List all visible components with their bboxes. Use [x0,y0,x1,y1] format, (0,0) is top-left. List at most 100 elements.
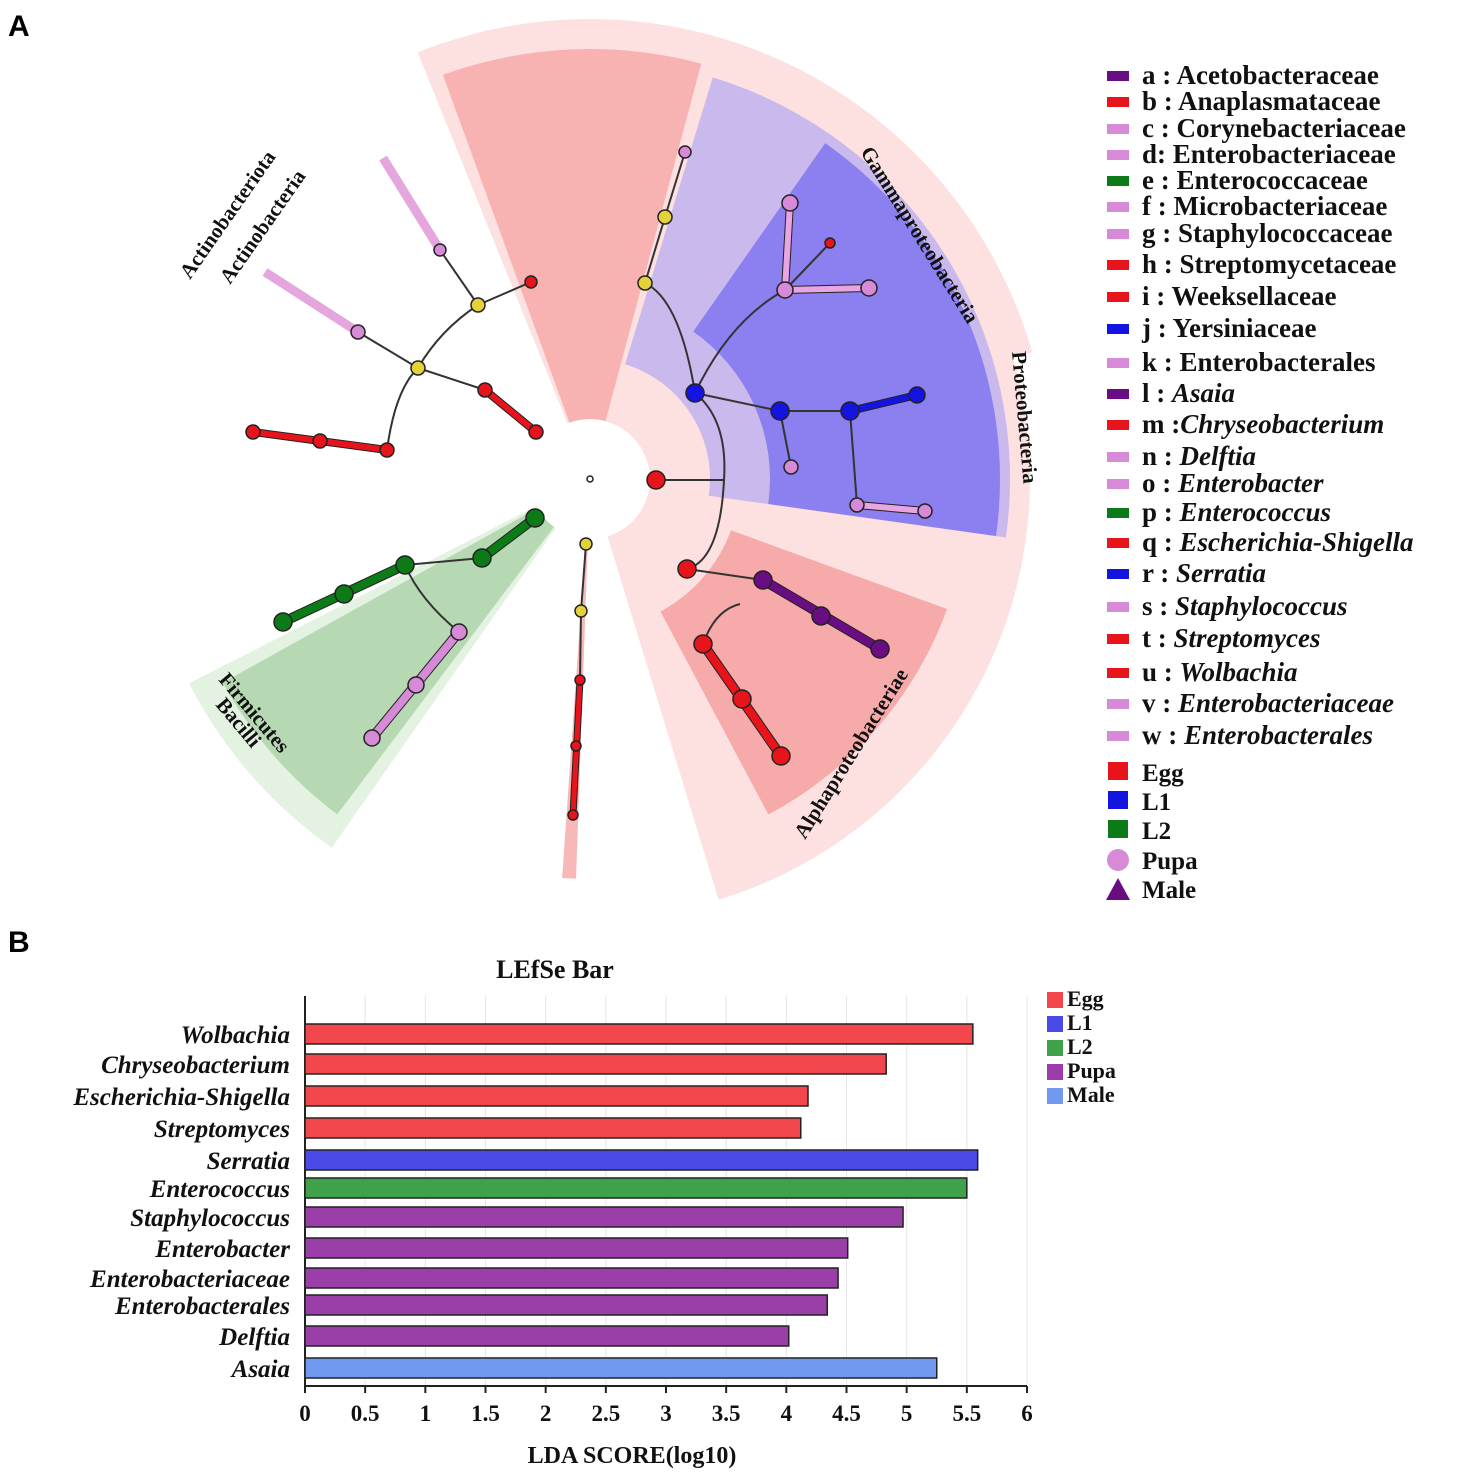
legend-swatch [1107,602,1129,612]
cladogram-node [524,275,538,289]
legend-group-label: L1 [1142,789,1171,816]
cladogram-node [350,324,366,340]
cladogram-node [273,612,293,632]
cladogram-node [678,145,692,159]
legend-group-marker [1106,878,1130,900]
cladogram-node [410,360,426,376]
highlight-branch [482,387,539,435]
legend-group-marker [1108,762,1128,780]
legend-taxon: f : Microbacteriaceae [1142,191,1387,221]
cladogram-node [574,674,586,686]
cladogram-node [407,676,425,694]
category-label: Enterobacter [154,1236,290,1263]
bar-legend-swatch [1047,1088,1063,1104]
category-label: Delftia [218,1324,290,1351]
bar [304,1357,938,1379]
legend-swatch [1107,292,1129,302]
clade-sector-bacilli [222,508,554,815]
cladogram-node [776,281,794,299]
x-tick-label: 1.5 [471,1401,500,1426]
cladogram-node [646,470,666,490]
legend-swatch [1107,358,1129,368]
cladogram-node [917,503,933,519]
x-tick-label: 5.5 [952,1401,981,1426]
legend-group-marker [1108,791,1128,809]
bar [304,1177,968,1199]
legend-swatch [1107,538,1129,548]
legend-taxon: o : Enterobacter [1142,468,1324,498]
cladogram-node [849,497,865,513]
legend-swatch [1107,668,1129,678]
x-tick-label: 0 [299,1401,311,1426]
category-label: Asaia [230,1356,290,1383]
cladogram-node [379,442,395,458]
cladogram-node [840,401,860,421]
cladogram-node [574,604,588,618]
category-label: Escherichia-Shigella [72,1084,290,1111]
category-label: Enterobacteriaceae [89,1266,290,1293]
cladogram-node [579,537,593,551]
cladogram-node [528,424,544,440]
legend-taxon: u : Wolbachia [1142,657,1298,687]
legend-group-marker [1108,820,1128,838]
x-tick-label: 1 [420,1401,432,1426]
legend-group-label: L2 [1142,818,1171,845]
branch [357,331,419,369]
cladogram-node [395,555,415,575]
panel-b-label: B [8,926,30,959]
legend-group-marker [1107,849,1129,871]
cladogram-node [781,194,799,212]
bar-legend-swatch [1047,992,1063,1008]
cladogram-node [567,809,579,821]
cladogram-node [771,746,791,766]
cladogram-node [637,275,653,291]
legend-swatch [1107,731,1129,741]
chart-title: LEfSe Bar [496,955,614,984]
category-label: Chryseobacterium [101,1052,290,1079]
legend-taxon: e : Enterococcaceae [1142,165,1368,195]
bar-legend-label: Pupa [1067,1058,1116,1083]
x-tick-label: 3.5 [712,1401,741,1426]
legend-swatch [1107,176,1129,186]
legend-swatch [1107,634,1129,644]
branch [784,242,831,291]
cladogram-node [811,606,831,626]
bar [304,1149,979,1171]
category-label: Wolbachia [181,1022,290,1049]
cladogram [189,19,1033,900]
bar [304,1294,828,1316]
branch [664,151,686,218]
legend-taxon: v : Enterobacteriaceae [1142,688,1394,718]
branch [849,410,858,506]
category-label: Staphylococcus [130,1205,290,1232]
x-tick-label: 3 [660,1401,672,1426]
x-tick-label: 2.5 [591,1401,620,1426]
legend-swatch [1107,202,1129,212]
bar-legend-swatch [1047,1016,1063,1032]
highlight-branch [847,392,920,414]
legend-swatch [1107,508,1129,518]
legend-taxon: r : Serratia [1142,558,1266,588]
root-node [586,475,594,483]
legend-taxon: b : Anaplasmataceae [1142,86,1381,116]
cladogram-node [685,383,705,403]
cladogram-node [363,729,381,747]
cladogram-node [753,570,773,590]
legend-group-label: Egg [1142,760,1184,787]
cladogram-node [312,433,328,449]
highlight-branch [379,155,444,253]
legend-swatch [1107,124,1129,134]
legend-taxon: p : Enterococcus [1142,497,1331,527]
legend-taxon: j : Yersiniaceae [1141,313,1316,343]
legend-taxon: w : Enterobacterales [1142,720,1373,750]
cladogram-node [677,559,697,579]
legend-taxon: n : Delftia [1142,441,1256,471]
branch [417,367,486,391]
bar [304,1325,790,1347]
bar [304,1085,809,1107]
branch [386,304,479,451]
cladogram-node [908,386,926,404]
legend-taxon: m :Chryseobacterium [1142,409,1384,439]
